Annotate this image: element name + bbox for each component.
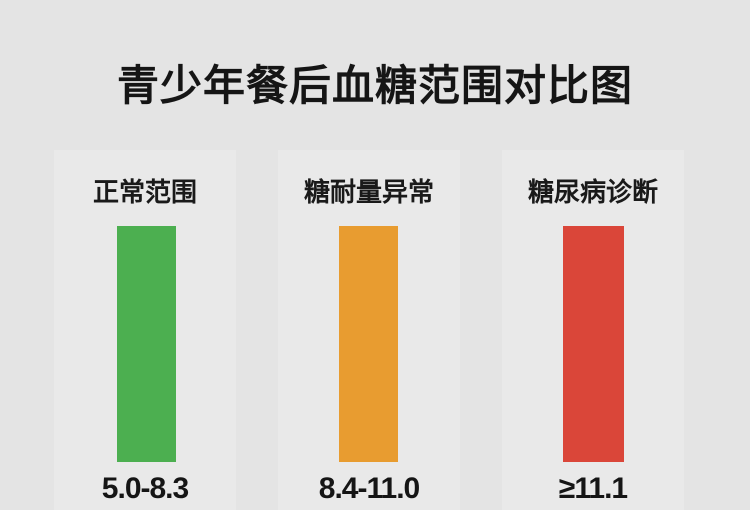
category-value: 5.0-8.3 [101,472,189,505]
category-label: 糖尿病诊断 [527,177,658,207]
bar-impaired [339,226,398,462]
category-value: ≥11.1 [558,472,628,505]
bar-diabetes [563,226,624,462]
bar-normal [117,226,176,462]
page-title: 青少年餐后血糖范围对比图 [116,62,633,109]
category-label: 糖耐量异常 [303,177,434,207]
category-value: 8.4-11.0 [318,472,420,505]
category-label: 正常范围 [92,177,197,207]
